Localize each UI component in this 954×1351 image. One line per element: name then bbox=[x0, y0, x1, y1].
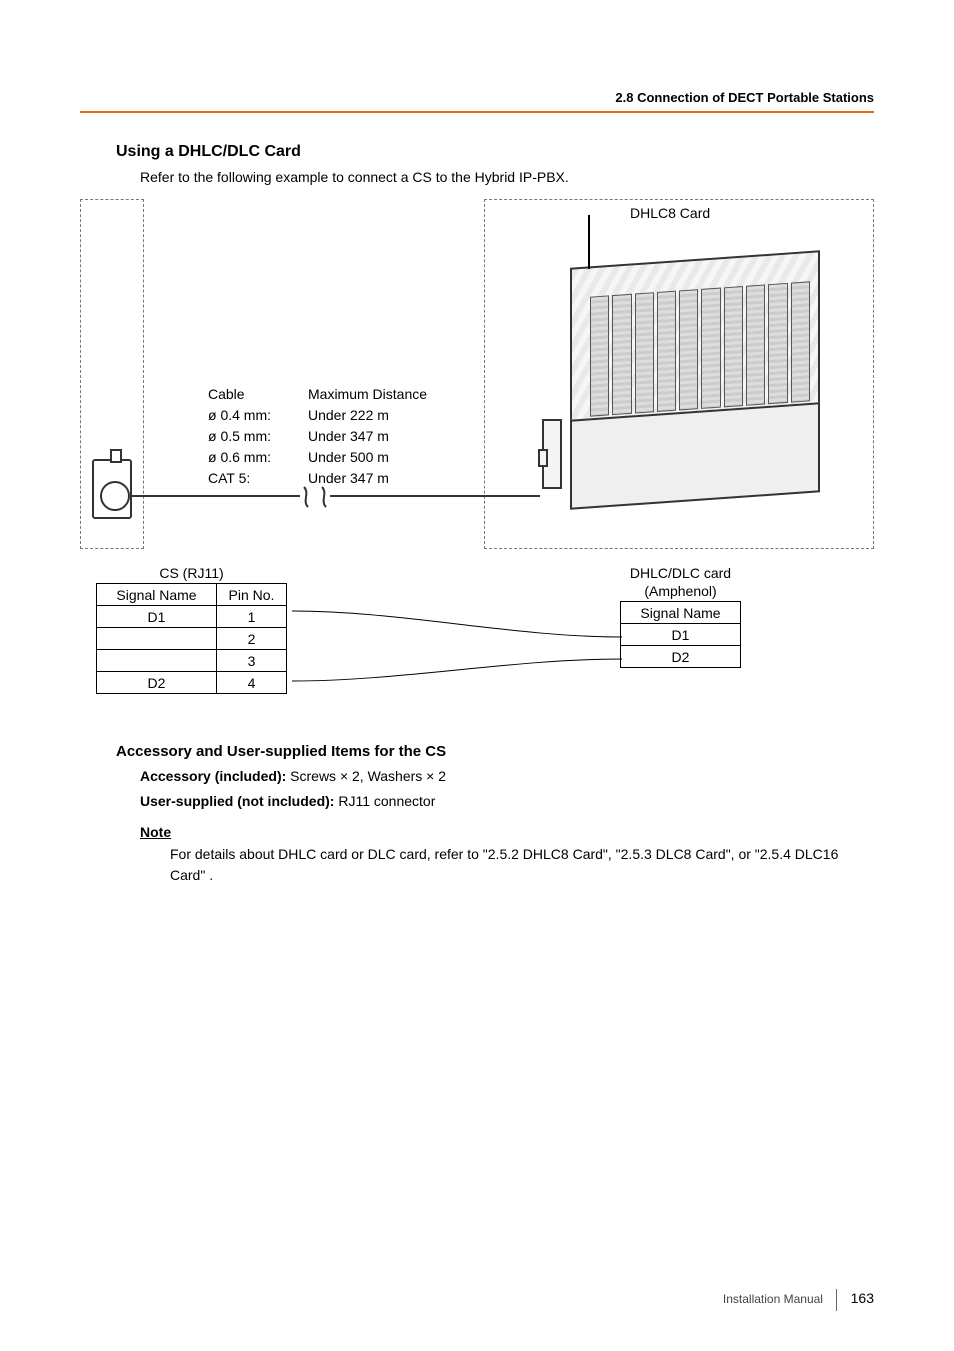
th: Signal Name bbox=[97, 584, 217, 606]
dhlc8-pointer bbox=[588, 215, 590, 269]
user-supplied-line: User-supplied (not included): RJ11 conne… bbox=[140, 791, 874, 812]
page-header: 2.8 Connection of DECT Portable Stations bbox=[80, 90, 874, 113]
td: 2 bbox=[217, 628, 287, 650]
cable-spec: ø 0.6 mm: bbox=[208, 447, 308, 468]
cable-break-icon bbox=[300, 485, 330, 509]
intro-text: Refer to the following example to connec… bbox=[140, 169, 874, 185]
cable-dist: Under 347 m bbox=[308, 468, 468, 489]
pinout-diagram: CS (RJ11) Signal Name Pin No. D11 2 3 D2… bbox=[80, 565, 874, 725]
accessory-heading: Accessory and User-supplied Items for th… bbox=[116, 743, 874, 760]
right-table-title-1: DHLC/DLC card bbox=[620, 565, 741, 581]
td: 3 bbox=[217, 650, 287, 672]
user-supplied-label: User-supplied (not included): bbox=[140, 793, 334, 809]
cable-spec: ø 0.5 mm: bbox=[208, 426, 308, 447]
cable-dist: Under 500 m bbox=[308, 447, 468, 468]
td bbox=[97, 650, 217, 672]
td: D2 bbox=[97, 672, 217, 694]
cable-spec: ø 0.4 mm: bbox=[208, 405, 308, 426]
td: D1 bbox=[97, 606, 217, 628]
cs-device-icon bbox=[92, 459, 132, 519]
td bbox=[97, 628, 217, 650]
th: Signal Name bbox=[621, 602, 741, 624]
td: 4 bbox=[217, 672, 287, 694]
dhlc-amphenol-table: Signal Name D1 D2 bbox=[620, 601, 741, 668]
td: 1 bbox=[217, 606, 287, 628]
td: D2 bbox=[621, 646, 741, 668]
note-label: Note bbox=[140, 824, 874, 840]
dhlc8-label: DHLC8 Card bbox=[630, 205, 710, 221]
cable-line bbox=[132, 495, 540, 521]
cable-header-2: Maximum Distance bbox=[308, 384, 468, 405]
accessory-value: Screws × 2, Washers × 2 bbox=[286, 768, 446, 784]
right-table-title-2: (Amphenol) bbox=[620, 583, 741, 599]
th: Pin No. bbox=[217, 584, 287, 606]
note-text: For details about DHLC card or DLC card,… bbox=[170, 844, 854, 886]
accessory-label: Accessory (included): bbox=[140, 768, 286, 784]
amphenol-connector-icon bbox=[542, 419, 562, 489]
manual-name: Installation Manual bbox=[723, 1292, 823, 1306]
cs-rj11-table: Signal Name Pin No. D11 2 3 D24 bbox=[96, 583, 287, 694]
cable-spec: CAT 5: bbox=[208, 468, 308, 489]
cable-dist: Under 222 m bbox=[308, 405, 468, 426]
td: D1 bbox=[621, 624, 741, 646]
cable-spec-table: Cable Maximum Distance ø 0.4 mm:Under 22… bbox=[208, 384, 468, 489]
user-supplied-value: RJ11 connector bbox=[334, 793, 435, 809]
pin-wiring-icon bbox=[292, 601, 622, 701]
section-title: Using a DHLC/DLC Card bbox=[116, 143, 874, 161]
connection-diagram: Cable Maximum Distance ø 0.4 mm:Under 22… bbox=[80, 199, 874, 549]
page-footer: Installation Manual 163 bbox=[723, 1289, 874, 1311]
cable-header-1: Cable bbox=[208, 384, 308, 405]
pbx-illustration bbox=[530, 239, 840, 519]
page-number: 163 bbox=[851, 1290, 874, 1306]
accessory-line: Accessory (included): Screws × 2, Washer… bbox=[140, 766, 874, 787]
footer-divider bbox=[836, 1289, 837, 1311]
cable-dist: Under 347 m bbox=[308, 426, 468, 447]
left-table-title: CS (RJ11) bbox=[96, 565, 287, 581]
